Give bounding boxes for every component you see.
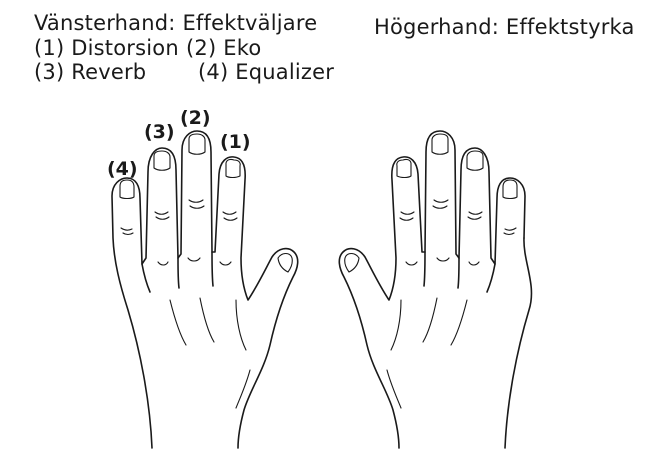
option-number: (1) [34,36,65,60]
left-hand-title: Vänsterhand: Effektväljare [34,11,318,35]
option-label: Eko [223,36,262,60]
option-label: Distorsion [71,36,179,60]
option-equalizer: (4) Equalizer [198,61,334,84]
finger-label-pinky: (4) [107,158,138,180]
right-hand-icon [338,130,533,449]
finger-label-ring: (3) [144,121,175,143]
option-label: Equalizer [235,60,335,84]
option-number: (2) [186,36,217,60]
option-label: Reverb [71,60,147,84]
option-reverb: (3) Reverb [34,61,146,84]
option-number: (4) [198,60,229,84]
option-echo: (2) Eko [186,37,261,60]
left-hand-icon [111,130,299,449]
option-number: (3) [34,60,65,84]
finger-label-index: (1) [220,131,251,153]
option-distortion: (1) Distorsion [34,37,179,60]
finger-label-middle: (2) [180,107,211,129]
right-hand-title: Högerhand: Effektstyrka [374,15,635,39]
